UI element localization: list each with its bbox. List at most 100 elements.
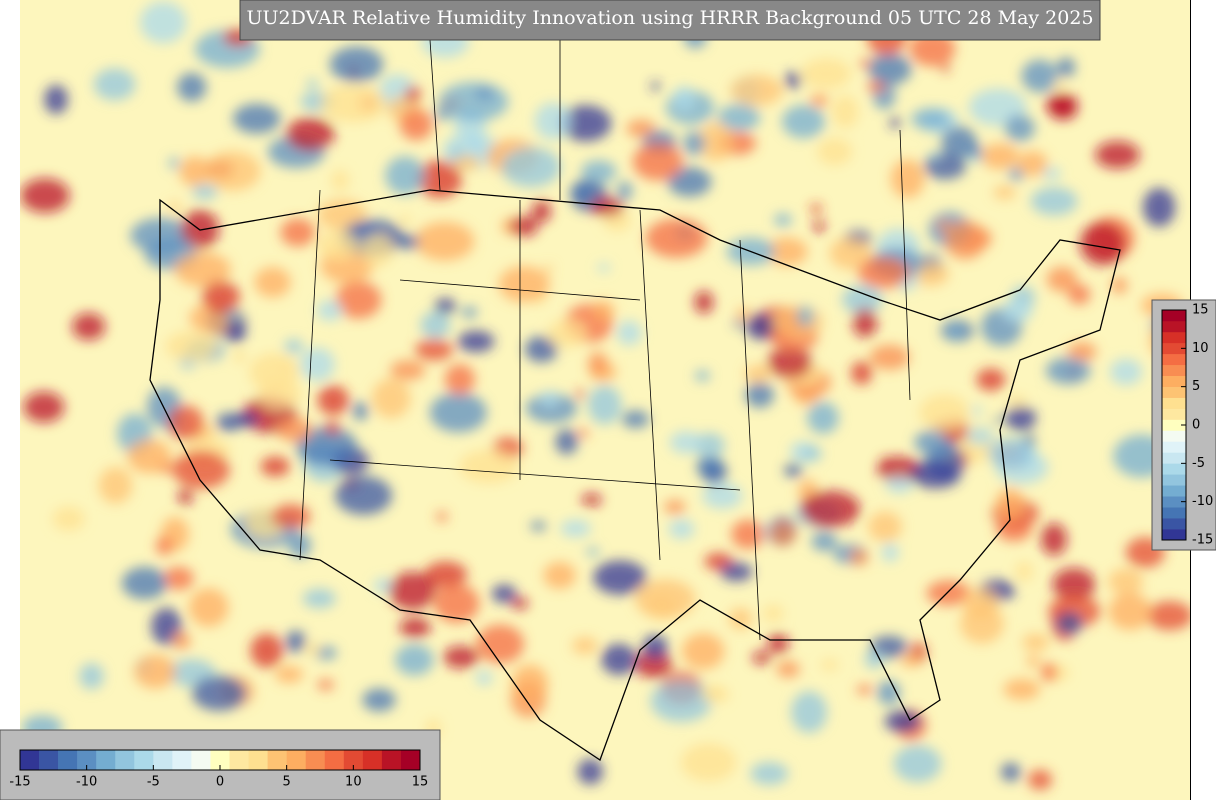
field-blob xyxy=(459,449,519,484)
colorbar-swatch xyxy=(20,750,40,770)
colorbar-swatch xyxy=(1162,529,1186,541)
field-blob xyxy=(98,467,133,504)
field-blob xyxy=(841,284,883,315)
field-blob xyxy=(926,580,971,606)
colorbar-swatch xyxy=(1162,364,1186,377)
field-blob xyxy=(399,617,431,638)
colorbar-swatch xyxy=(77,750,97,770)
field-blob xyxy=(781,104,826,139)
field-blob xyxy=(577,428,589,438)
field-blob xyxy=(151,607,182,646)
field-blob xyxy=(1030,187,1078,216)
field-blob xyxy=(1052,567,1096,601)
field-blob xyxy=(284,339,304,354)
field-blob xyxy=(893,745,942,783)
field-blob xyxy=(987,437,1034,468)
field-blob xyxy=(438,82,509,122)
field-blob xyxy=(576,389,585,399)
field-blob xyxy=(532,200,552,223)
field-blob xyxy=(1045,357,1091,385)
field-blob xyxy=(869,344,910,370)
field-blob xyxy=(415,338,454,361)
field-blob xyxy=(616,181,633,201)
field-blob xyxy=(360,233,394,267)
colorbar-swatch xyxy=(191,750,211,770)
field-blob xyxy=(849,548,869,566)
field-blob xyxy=(813,220,825,233)
colorbar-swatch xyxy=(153,750,173,770)
field-blob xyxy=(669,431,702,454)
field-blob xyxy=(801,58,852,90)
field-blob xyxy=(453,155,481,171)
field-blob xyxy=(601,643,637,676)
field-blob xyxy=(165,330,218,362)
field-blob xyxy=(226,319,246,344)
field-blob xyxy=(271,504,311,529)
field-blob xyxy=(352,401,369,421)
field-blob xyxy=(1046,266,1078,292)
colorbar-swatch xyxy=(1162,474,1186,486)
field-blob xyxy=(501,147,561,188)
tick-label: 10 xyxy=(1192,341,1209,356)
field-blob xyxy=(702,482,743,509)
field-blob xyxy=(203,151,261,191)
field-blob xyxy=(232,411,259,428)
colorbar-swatch xyxy=(1162,452,1186,464)
field-blob xyxy=(511,664,549,703)
field-blob xyxy=(831,95,859,129)
field-blob xyxy=(79,663,104,690)
field-blob xyxy=(234,349,246,364)
field-blob xyxy=(319,84,387,123)
field-blob xyxy=(20,178,70,213)
field-blob xyxy=(1142,187,1176,227)
field-blob xyxy=(176,72,207,102)
field-blob xyxy=(929,150,940,162)
colorbar-swatch xyxy=(286,750,307,770)
field-blob xyxy=(728,607,753,630)
field-blob xyxy=(167,405,204,441)
field-blob xyxy=(1079,222,1126,266)
field-blob xyxy=(1057,57,1076,78)
field-blob xyxy=(911,108,950,131)
tick-label: 5 xyxy=(1192,379,1200,394)
field-blob xyxy=(1028,769,1053,790)
field-blob xyxy=(698,122,734,162)
colorbar-swatch xyxy=(324,750,345,770)
field-blob xyxy=(864,650,884,669)
colorbar-swatch xyxy=(1162,496,1186,508)
field-blob xyxy=(491,584,517,604)
field-blob xyxy=(395,644,434,676)
field-blob xyxy=(192,184,218,200)
colorbar-swatch xyxy=(58,750,78,770)
field-blob xyxy=(645,218,708,258)
field-blob xyxy=(1067,342,1097,362)
field-blob xyxy=(668,519,695,539)
field-blob xyxy=(995,487,1025,522)
field-blob xyxy=(225,310,243,322)
field-blob xyxy=(877,680,901,706)
field-blob xyxy=(993,416,1001,425)
field-blob xyxy=(560,519,591,538)
field-blob xyxy=(285,630,306,653)
field-blob xyxy=(121,566,168,600)
field-blob xyxy=(305,642,321,656)
field-blob xyxy=(632,142,684,181)
field-blob xyxy=(306,78,319,90)
field-blob xyxy=(1048,97,1078,121)
colorbar-swatch xyxy=(172,750,192,770)
field-blob xyxy=(968,154,983,163)
field-blob xyxy=(829,236,872,270)
field-blob xyxy=(767,633,789,654)
field-blob xyxy=(405,85,421,103)
field-blob xyxy=(993,185,1016,200)
field-blob xyxy=(1022,633,1050,652)
field-blob xyxy=(178,489,193,505)
field-blob xyxy=(444,364,475,395)
field-blob xyxy=(586,547,600,557)
field-blob xyxy=(429,392,487,433)
field-blob xyxy=(1108,593,1152,631)
field-blob xyxy=(163,566,194,590)
field-blob xyxy=(776,660,800,678)
field-blob xyxy=(476,624,524,664)
colorbar-swatch xyxy=(1162,353,1186,366)
